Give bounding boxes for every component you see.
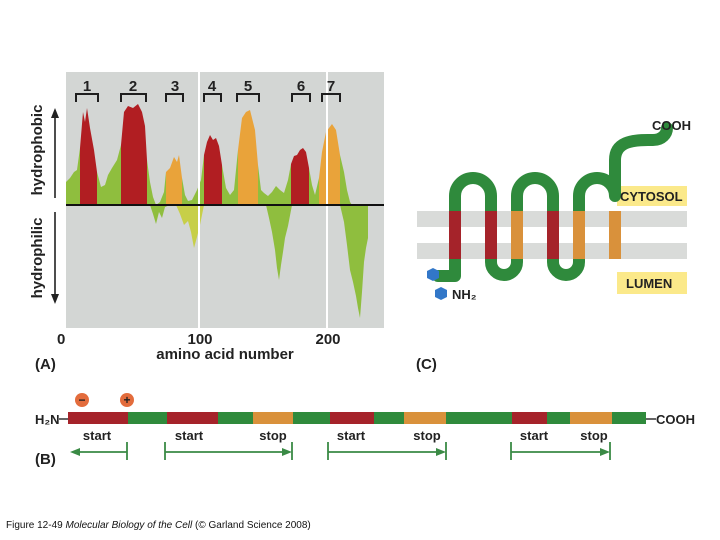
signal-label: start [175, 428, 204, 443]
x-tick-100: 100 [187, 331, 212, 348]
c-terminus-label: COOH [656, 412, 695, 427]
x-axis-label: amino acid number [156, 346, 294, 363]
signal-label: stop [413, 428, 441, 443]
plus-sign: + [123, 393, 130, 407]
positive-charge [120, 393, 134, 407]
panel-a-label: (A) [35, 356, 56, 373]
cooh-label: COOH [652, 118, 691, 133]
signal-labels: start start stop start stop start stop [83, 428, 608, 443]
hydropathy-plot: 1 2 3 4 5 6 7 hydrophobic hydrophilic 0 … [29, 72, 384, 373]
x-tick-0: 0 [57, 331, 65, 348]
caption-prefix: Figure 12-49 [6, 520, 63, 531]
topology-arrows [70, 442, 611, 460]
signal-label: stop [580, 428, 608, 443]
n-terminus-label: H₂N [35, 412, 60, 427]
lumen-tag [617, 272, 687, 294]
sequence-bar-panel: H₂N COOH − + start start stop start stop… [35, 393, 695, 468]
segment-number: 2 [129, 78, 137, 95]
hydrophobic-regions [66, 72, 384, 205]
x-tick-200: 200 [315, 331, 340, 348]
segment-number: 1 [83, 78, 91, 95]
minus-sign: − [78, 393, 85, 407]
segment-number: 5 [244, 78, 252, 95]
segment-numbers: 1 2 3 4 5 6 7 [83, 78, 335, 95]
negative-charge [75, 393, 89, 407]
segment-brackets [75, 93, 341, 102]
topology-diagram: COOH CYTOSOL LUMEN NH₂ (C) [416, 118, 691, 373]
caption-suffix: (© Garland Science 2008) [195, 520, 311, 531]
figure-caption: Figure 12-49 Molecular Biology of the Ce… [6, 520, 311, 531]
hydrophilic-label: hydrophilic [29, 218, 46, 299]
panel-c-label: (C) [416, 356, 437, 373]
protein-chain [432, 122, 673, 282]
signal-segments [68, 412, 612, 424]
signal-label: start [520, 428, 549, 443]
segment-number: 7 [327, 78, 335, 95]
sugar-hexagon [435, 287, 447, 300]
cytosol-label: CYTOSOL [620, 189, 683, 204]
hydrophilic-regions [66, 205, 368, 328]
signal-label: start [83, 428, 112, 443]
signal-label: start [337, 428, 366, 443]
segment-number: 3 [171, 78, 179, 95]
cytosol-tag [617, 186, 687, 206]
lumen-label: LUMEN [626, 276, 672, 291]
transmembrane-segments [449, 211, 621, 259]
caption-title: Molecular Biology of the Cell [65, 520, 193, 531]
sugar-hexagon [427, 268, 439, 281]
y-arrows [51, 108, 59, 304]
segment-number: 6 [297, 78, 305, 95]
hydrophobic-label: hydrophobic [29, 105, 46, 196]
panel-b-label: (B) [35, 451, 56, 468]
signal-label: stop [259, 428, 287, 443]
nh2-label: NH₂ [452, 287, 477, 302]
segment-number: 4 [208, 78, 217, 95]
